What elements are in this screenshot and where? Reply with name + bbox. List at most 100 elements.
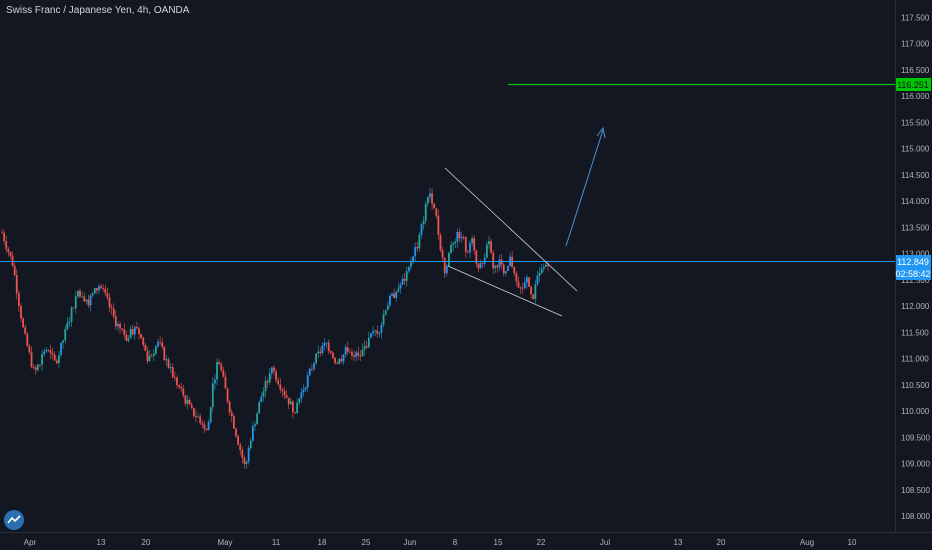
candle-body [226,388,229,402]
candle-body [53,354,56,361]
candle-body [64,329,67,341]
wedge-upper-line[interactable] [444,167,578,292]
candle-body [254,424,256,427]
candle-body [475,250,478,264]
candle-body [348,351,351,353]
candle-body [304,387,307,390]
candle-body [74,296,77,309]
candle-body [36,364,39,371]
candle-body [220,364,223,371]
candle-body [277,380,280,385]
price-axis[interactable]: 117.500 117.000 116.500 116.000 115.500 115.0… [901,13,930,521]
wedge-lower-line[interactable] [447,265,563,317]
candle-body [313,363,315,370]
candle-body [334,358,336,364]
candle-body [536,275,539,285]
candle-body [32,366,35,368]
candle-body [43,351,46,355]
candle-body [45,350,48,352]
candle-body [504,270,507,274]
candle-body [224,376,227,389]
candle-body [500,259,503,265]
candle-body [218,362,221,365]
candle-body [526,277,528,283]
candle-body [287,397,290,405]
candle-body [488,241,490,245]
candle-body [34,367,37,371]
candle-body [87,299,90,306]
candle-body [129,329,132,339]
candle-body [374,330,377,332]
candle-body [76,290,79,297]
candle-body [384,310,387,315]
tradingview-logo-icon[interactable] [4,510,24,530]
time-tick-label: 18 [318,538,327,547]
candle-body [152,353,155,356]
price-tick-label: 112.000 [901,302,930,311]
candle-body [222,370,225,377]
candle-body [422,220,425,225]
price-tick-label: 111.000 [901,355,929,364]
candle-body [15,275,18,294]
candle-body [448,252,450,266]
time-tick-label: 13 [674,538,683,547]
candle-body [393,293,396,298]
candle-body [188,399,191,405]
candle-body [283,391,286,396]
candle-body [110,307,113,309]
candle-body [296,402,299,413]
time-tick-label: 11 [272,538,281,547]
candle-body [302,389,305,393]
price-tick-label: 117.500 [901,13,930,22]
candle-body [169,367,172,368]
candle-body [85,299,88,302]
candle-body [327,342,330,352]
price-tick-label: 112.500 [901,276,930,285]
candle-body [182,388,185,396]
price-tick-label: 113.500 [901,223,930,232]
candle-body [490,241,492,253]
candle-body [420,224,423,235]
time-tick-label: Jul [600,538,610,547]
time-axis[interactable]: Apr 13 20 May 11 18 25 Jun 8 15 22 Jul 13 20 Aug 10 [24,538,857,547]
price-tick-label: 114.000 [901,197,930,206]
candle-body [544,264,547,267]
candle-body [72,307,75,309]
candle-body [403,278,406,281]
target-price-tag [896,78,931,91]
candle-body [519,287,522,289]
projection-arrow-line[interactable] [565,129,604,247]
candle-body [144,344,147,351]
candle-body [517,281,520,288]
candle-body [136,327,138,329]
candle-body [173,377,176,379]
candle-body [285,395,288,398]
candle-body [123,329,126,335]
candle-body [167,359,170,368]
candle-body [477,263,480,269]
candle-body [355,352,358,357]
time-tick-label: May [217,538,232,547]
candle-body [211,383,214,408]
time-tick-label: 8 [453,538,458,547]
candle-body [251,426,254,441]
price-tick-label: 108.500 [901,486,930,495]
candle-body [26,333,29,347]
candle-body [372,331,374,334]
candle-body [450,245,452,253]
candle-body [11,255,14,266]
candle-body [496,265,499,268]
candle-body [435,208,438,216]
candle-body [214,379,216,384]
candle-body [142,338,145,345]
candle-body [481,263,484,265]
candle-body [388,295,391,306]
candle-body [542,266,545,269]
candle-body [485,244,488,258]
candle-body [114,316,117,327]
candle-body [81,296,84,298]
candle-body [367,337,370,348]
candle-body [370,333,372,338]
candle-body [51,353,54,355]
